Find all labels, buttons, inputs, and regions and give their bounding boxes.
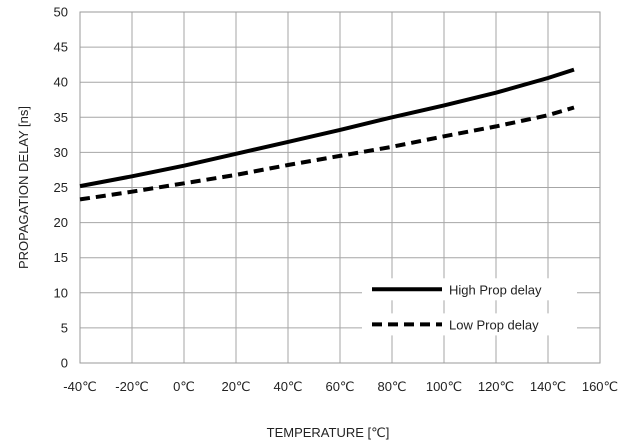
y-tick-label: 20 xyxy=(54,215,68,230)
low-prop-delay-line xyxy=(79,105,575,202)
series-lines xyxy=(79,67,575,202)
x-axis-title: TEMPERATURE [℃] xyxy=(267,425,390,440)
x-tick-label: 140℃ xyxy=(530,379,566,394)
x-tick-label: 0℃ xyxy=(173,379,195,394)
x-tick-label: 60℃ xyxy=(325,379,354,394)
x-tick-label: 100℃ xyxy=(426,379,462,394)
y-tick-label: 5 xyxy=(61,320,68,335)
legend-background xyxy=(362,313,577,336)
x-tick-labels: -40℃ -20℃ 0℃ 20℃ 40℃ 60℃ 80℃ 100℃ 120℃ 140℃ 160℃ xyxy=(63,379,618,394)
x-tick-label: -20℃ xyxy=(115,379,148,394)
legend: High Prop delay Low Prop delay xyxy=(362,278,577,336)
y-tick-label: 40 xyxy=(54,75,68,90)
x-tick-label: 80℃ xyxy=(377,379,406,394)
y-tick-label: 10 xyxy=(54,285,68,300)
y-tick-label: 30 xyxy=(54,145,68,160)
legend-label: High Prop delay xyxy=(449,282,542,297)
y-tick-label: 45 xyxy=(54,40,68,55)
x-tick-label: 20℃ xyxy=(221,379,250,394)
legend-background xyxy=(362,278,577,301)
y-tick-label: 15 xyxy=(54,250,68,265)
x-tick-label: -40℃ xyxy=(63,379,96,394)
y-axis-title: PROPAGATION DELAY [ns] xyxy=(16,106,31,269)
high-prop-delay-line xyxy=(79,67,575,189)
x-tick-label: 40℃ xyxy=(273,379,302,394)
y-tick-label: 25 xyxy=(54,180,68,195)
y-tick-labels: 0 5 10 15 20 25 30 35 40 45 50 xyxy=(54,5,68,371)
y-tick-label: 35 xyxy=(54,110,68,125)
legend-label: Low Prop delay xyxy=(449,317,539,332)
plot-frame xyxy=(79,11,601,364)
x-tick-label: 160℃ xyxy=(582,379,618,394)
y-tick-label: 50 xyxy=(54,5,68,20)
y-tick-label: 0 xyxy=(61,356,68,371)
x-tick-label: 120℃ xyxy=(478,379,514,394)
